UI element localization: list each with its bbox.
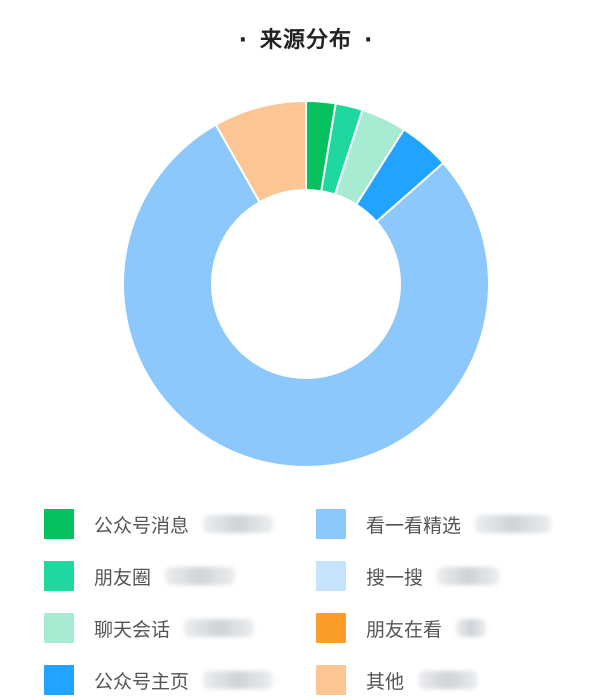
legend-label: 公众号主页 <box>94 670 190 693</box>
legend-item-4: 聊天会话 <box>44 602 316 654</box>
donut-slice-4 <box>122 123 490 468</box>
legend-item-6: 公众号主页 <box>44 654 316 700</box>
redacted-value <box>437 567 500 585</box>
legend-label: 搜一搜 <box>366 566 424 589</box>
legend-label: 其他 <box>366 670 405 693</box>
legend-label: 朋友圈 <box>94 566 152 589</box>
chart-title: 来源分布 <box>259 28 352 53</box>
legend-label: 聊天会话 <box>94 618 171 641</box>
title-dot-left: · <box>238 28 248 53</box>
legend-swatch <box>316 561 346 591</box>
legend-label: 朋友在看 <box>366 618 443 641</box>
legend-item-2: 朋友圈 <box>44 550 316 602</box>
legend-swatch <box>316 665 346 695</box>
legend-swatch <box>316 613 346 643</box>
redacted-value <box>184 619 255 637</box>
title-dot-right: · <box>364 28 374 53</box>
legend-swatch <box>44 613 74 643</box>
legend-label: 公众号消息 <box>94 514 190 537</box>
redacted-value <box>165 567 236 585</box>
legend-swatch <box>44 561 74 591</box>
redacted-value <box>475 515 552 533</box>
legend: 公众号消息 看一看精选 朋友圈 搜一搜 聊天会话 朋友在看 <box>44 498 584 700</box>
legend-label: 看一看精选 <box>366 514 462 537</box>
chart-title-row: · 来源分布 · <box>0 22 612 54</box>
donut-chart <box>122 99 490 468</box>
legend-item-1: 看一看精选 <box>316 498 584 550</box>
redacted-value <box>456 619 487 637</box>
legend-swatch <box>44 509 74 539</box>
redacted-value <box>418 671 479 689</box>
legend-item-0: 公众号消息 <box>44 498 316 550</box>
legend-item-5: 朋友在看 <box>316 602 584 654</box>
legend-swatch <box>316 509 346 539</box>
legend-item-3: 搜一搜 <box>316 550 584 602</box>
legend-swatch <box>44 665 74 695</box>
redacted-value <box>203 671 274 689</box>
redacted-value <box>203 515 274 533</box>
donut-slice-7 <box>214 99 307 204</box>
legend-item-7: 其他 <box>316 654 584 700</box>
